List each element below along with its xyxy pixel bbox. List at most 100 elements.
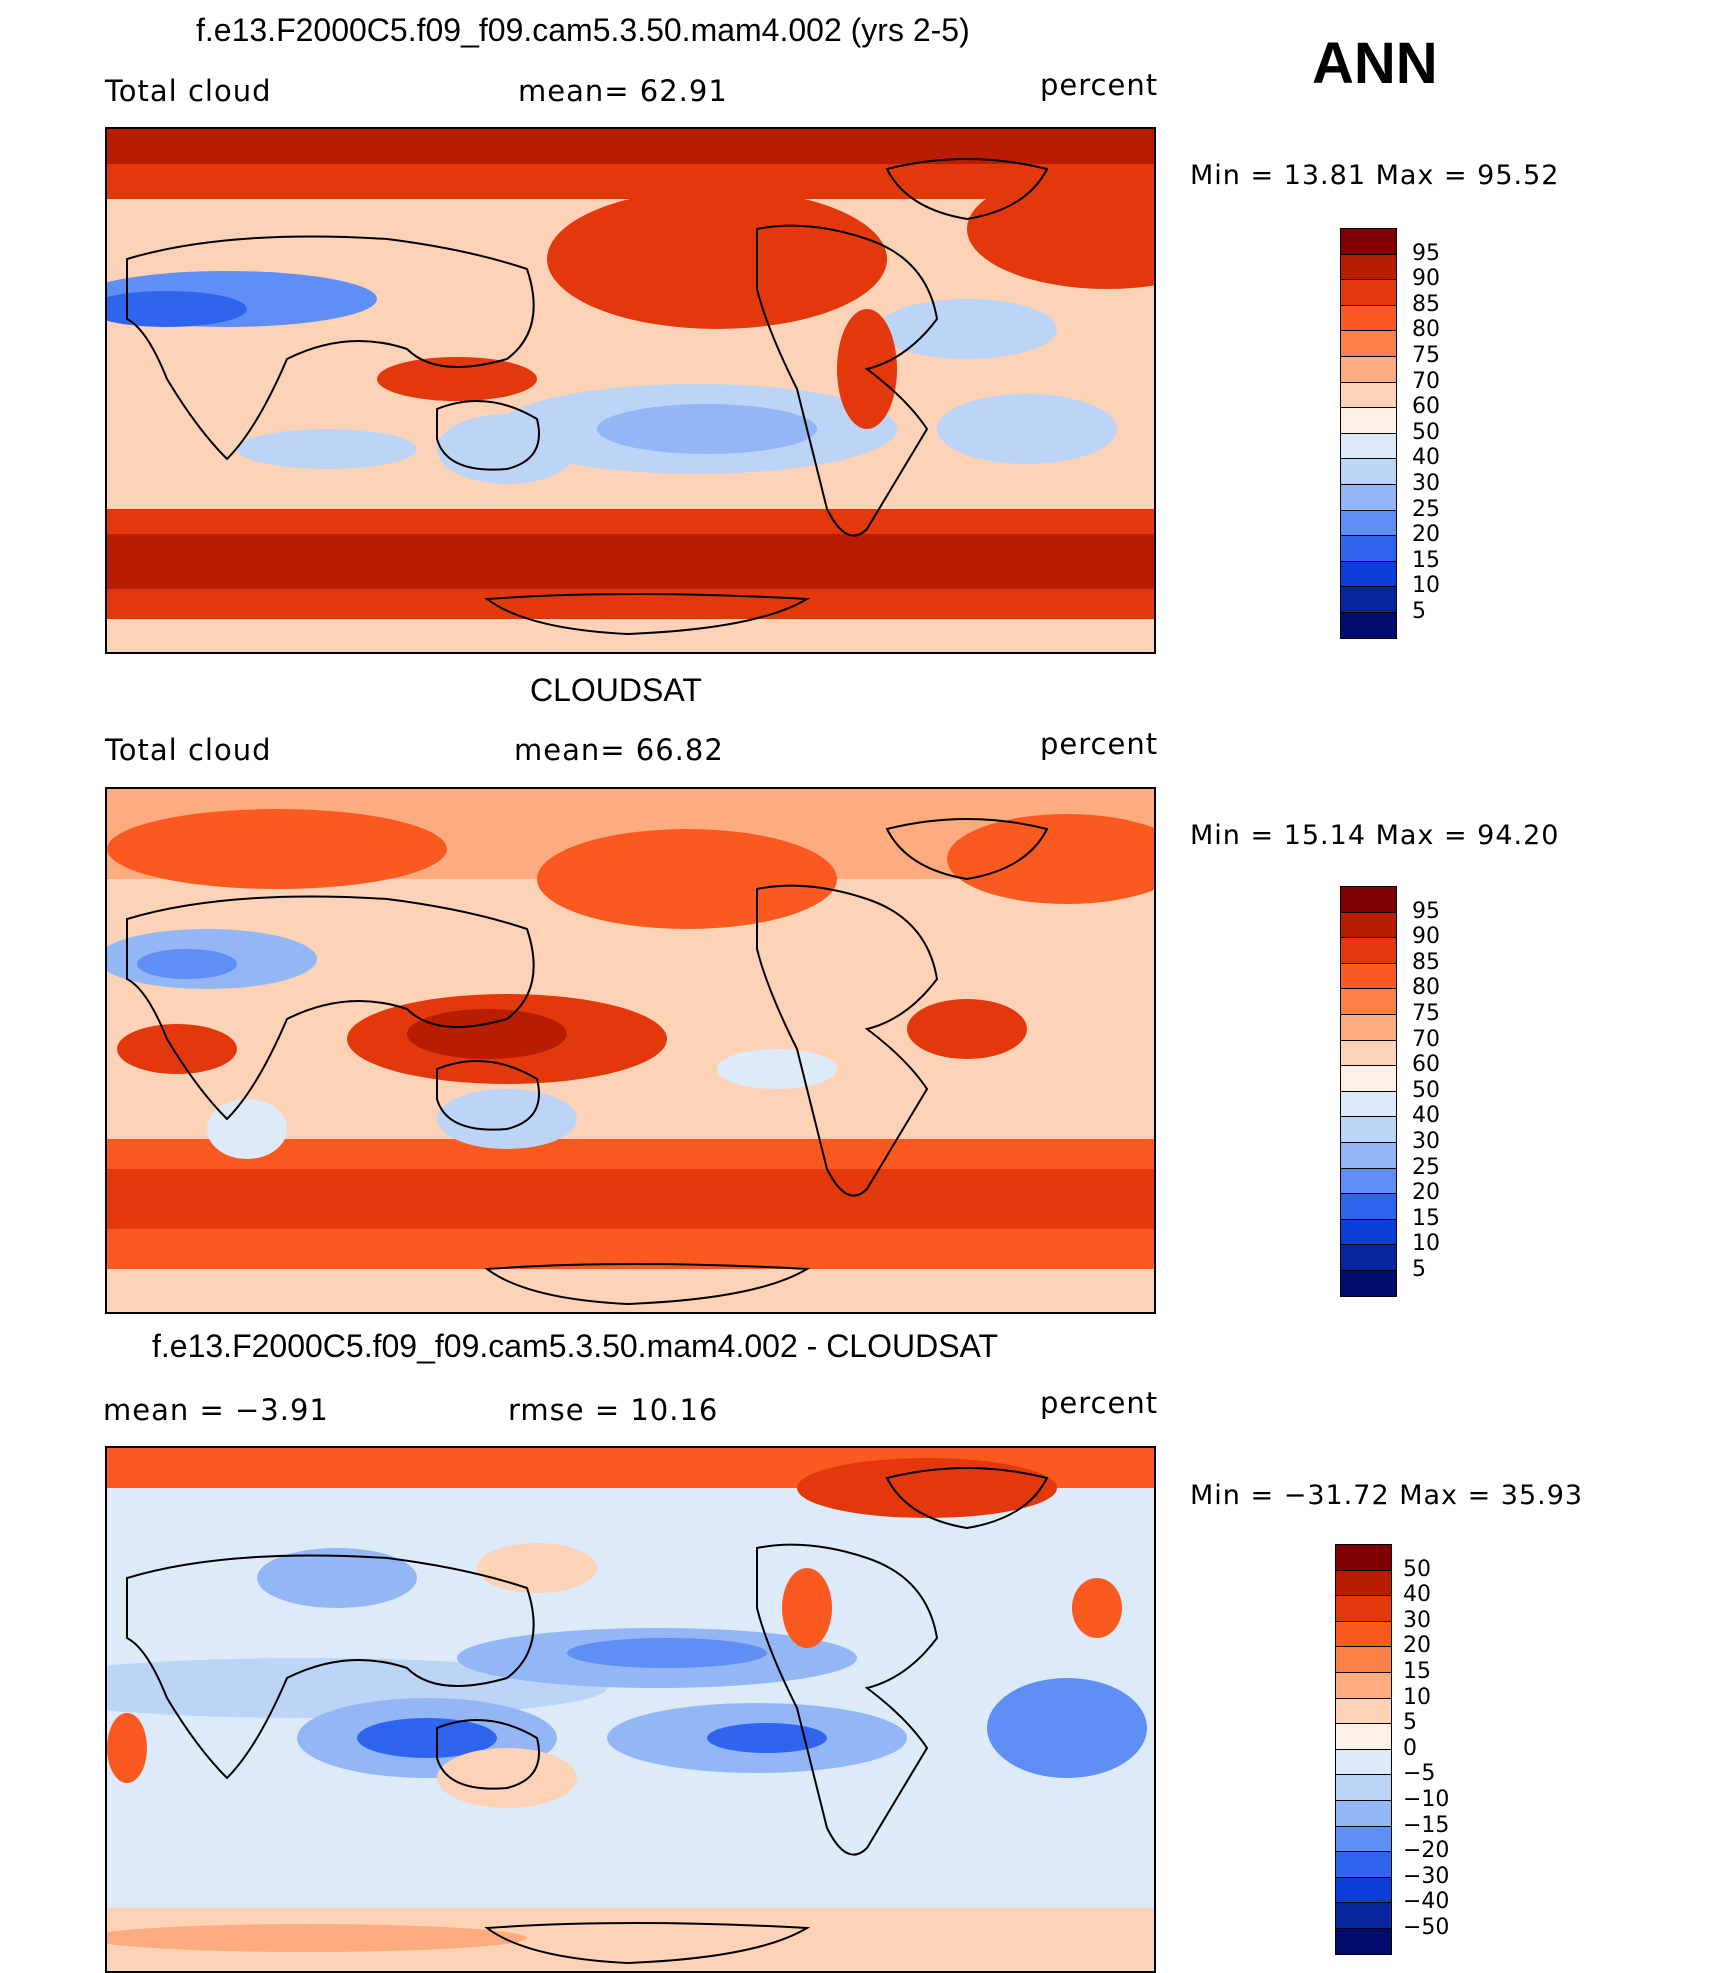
colorbar-label: 25 bbox=[1412, 496, 1440, 522]
season-label: ANN bbox=[1312, 31, 1438, 96]
colorbar-swatch bbox=[1335, 1748, 1392, 1776]
colorbar-label: 15 bbox=[1403, 1659, 1431, 1684]
colorbar-label: 60 bbox=[1412, 1052, 1440, 1078]
colorbar-label: 15 bbox=[1412, 547, 1440, 573]
colorbar-swatch bbox=[1340, 1039, 1397, 1067]
colorbar-swatch bbox=[1340, 886, 1397, 914]
colorbar-swatch bbox=[1340, 1167, 1397, 1195]
colorbar-swatch bbox=[1340, 228, 1397, 256]
colorbar-swatch bbox=[1335, 1800, 1392, 1828]
colorbar-label: 75 bbox=[1412, 343, 1440, 368]
min-max-label: Min = 13.81 Max = 95.52 bbox=[1190, 160, 1560, 191]
colorbar-label: 5 bbox=[1403, 1710, 1417, 1736]
map-field bbox=[107, 789, 1154, 1312]
colorbar-label: 15 bbox=[1412, 1205, 1440, 1231]
panel-title: CLOUDSAT bbox=[530, 672, 702, 708]
colorbar-swatch bbox=[1335, 1697, 1392, 1725]
colorbar-label: 85 bbox=[1412, 291, 1440, 317]
colorbar-label: 75 bbox=[1412, 1001, 1440, 1026]
units-label: percent bbox=[1040, 1386, 1159, 1420]
colorbar-swatch bbox=[1340, 1090, 1397, 1118]
colorbar-swatch bbox=[1340, 253, 1397, 281]
colorbar-label: 30 bbox=[1412, 471, 1440, 496]
mean-label: mean= 66.82 bbox=[514, 733, 724, 767]
min-max-label: Min = 15.14 Max = 94.20 bbox=[1190, 820, 1560, 851]
colorbar-label: 10 bbox=[1403, 1684, 1431, 1710]
colorbar-label: −40 bbox=[1403, 1889, 1450, 1915]
panel-title: f.e13.F2000C5.f09_f09.cam5.3.50.mam4.002… bbox=[152, 1328, 999, 1364]
colorbar-label: 30 bbox=[1403, 1607, 1431, 1633]
colorbar-swatch bbox=[1340, 1193, 1397, 1221]
colorbar-swatch bbox=[1335, 1595, 1392, 1623]
colorbar-label: 40 bbox=[1403, 1582, 1431, 1608]
panel-title: f.e13.F2000C5.f09_f09.cam5.3.50.mam4.002… bbox=[196, 12, 970, 48]
colorbar-label: 40 bbox=[1412, 1103, 1440, 1129]
colorbar-label: 10 bbox=[1412, 573, 1440, 599]
colorbar-swatch bbox=[1335, 1774, 1392, 1802]
colorbar-label: 90 bbox=[1412, 266, 1440, 292]
map-panel-model bbox=[105, 127, 1156, 654]
map-field bbox=[107, 1448, 1154, 1971]
variable-label: Total cloud bbox=[105, 74, 272, 108]
colorbar-swatch bbox=[1340, 330, 1397, 358]
colorbar-swatch bbox=[1340, 1142, 1397, 1170]
colorbar-swatch bbox=[1340, 509, 1397, 537]
colorbar-swatch bbox=[1335, 1672, 1392, 1700]
variable-label: Total cloud bbox=[105, 733, 272, 767]
colorbar-swatch bbox=[1340, 1014, 1397, 1042]
colorbar-swatch bbox=[1340, 911, 1397, 939]
colorbar-label: 50 bbox=[1412, 1077, 1440, 1103]
colorbar-swatch bbox=[1340, 612, 1397, 640]
colorbar-swatch bbox=[1340, 560, 1397, 588]
colorbar-abs-2: 95 90 85 80 75 70 60 50 40 30 25 20 15 10 5 bbox=[1340, 886, 1460, 1301]
colorbar-label: 85 bbox=[1412, 949, 1440, 975]
colorbar-swatch bbox=[1340, 535, 1397, 563]
colorbar-label: −10 bbox=[1403, 1787, 1450, 1812]
rmse-label: rmse = 10.16 bbox=[508, 1393, 719, 1427]
colorbar-swatch bbox=[1335, 1928, 1392, 1956]
colorbar-label: 50 bbox=[1403, 1556, 1431, 1582]
colorbar-swatch bbox=[1340, 432, 1397, 460]
colorbar-label: 80 bbox=[1412, 317, 1440, 343]
colorbar-swatch bbox=[1340, 1270, 1397, 1298]
colorbar-label: 0 bbox=[1403, 1735, 1417, 1761]
colorbar-label: 20 bbox=[1403, 1633, 1431, 1659]
colorbar-swatch bbox=[1335, 1825, 1392, 1853]
colorbar-label: 95 bbox=[1412, 240, 1440, 266]
colorbar-label: 95 bbox=[1412, 898, 1440, 924]
map-field bbox=[107, 129, 1154, 652]
colorbar-label: 5 bbox=[1412, 599, 1426, 624]
colorbar-swatch bbox=[1340, 458, 1397, 486]
colorbar-label: −15 bbox=[1403, 1812, 1450, 1838]
colorbar-label: −5 bbox=[1403, 1761, 1436, 1787]
colorbar-label: 30 bbox=[1412, 1129, 1440, 1154]
colorbar-swatch bbox=[1335, 1544, 1392, 1572]
colorbar-label: 90 bbox=[1412, 924, 1440, 950]
colorbar-label: 40 bbox=[1412, 445, 1440, 471]
colorbar-swatch bbox=[1335, 1902, 1392, 1930]
colorbar-swatch bbox=[1340, 1218, 1397, 1246]
colorbar-swatch bbox=[1335, 1646, 1392, 1674]
colorbar-label: 20 bbox=[1412, 1180, 1440, 1206]
colorbar-label: 20 bbox=[1412, 522, 1440, 548]
map-panel-diff bbox=[105, 1446, 1156, 1973]
mean-label: mean = −3.91 bbox=[103, 1393, 329, 1427]
colorbar-label: 5 bbox=[1412, 1257, 1426, 1282]
colorbar-swatch bbox=[1340, 962, 1397, 990]
colorbar-diff: 50 40 30 20 15 10 5 0 −5 −10 −15 −20 −30 −40 −50 bbox=[1335, 1544, 1465, 1959]
units-label: percent bbox=[1040, 727, 1159, 761]
colorbar-swatch bbox=[1340, 407, 1397, 435]
units-label: percent bbox=[1040, 68, 1159, 102]
colorbar-label: 50 bbox=[1412, 419, 1440, 445]
colorbar-swatch bbox=[1340, 1244, 1397, 1272]
colorbar-swatch bbox=[1335, 1851, 1392, 1879]
colorbar-label: 70 bbox=[1412, 1026, 1440, 1052]
colorbar-label: 60 bbox=[1412, 394, 1440, 420]
colorbar-label: −50 bbox=[1403, 1915, 1450, 1940]
colorbar-swatch bbox=[1340, 988, 1397, 1016]
colorbar-swatch bbox=[1340, 381, 1397, 409]
colorbar-swatch bbox=[1335, 1876, 1392, 1904]
colorbar-swatch bbox=[1340, 1065, 1397, 1093]
mean-label: mean= 62.91 bbox=[518, 74, 728, 108]
colorbar-swatch bbox=[1335, 1569, 1392, 1597]
